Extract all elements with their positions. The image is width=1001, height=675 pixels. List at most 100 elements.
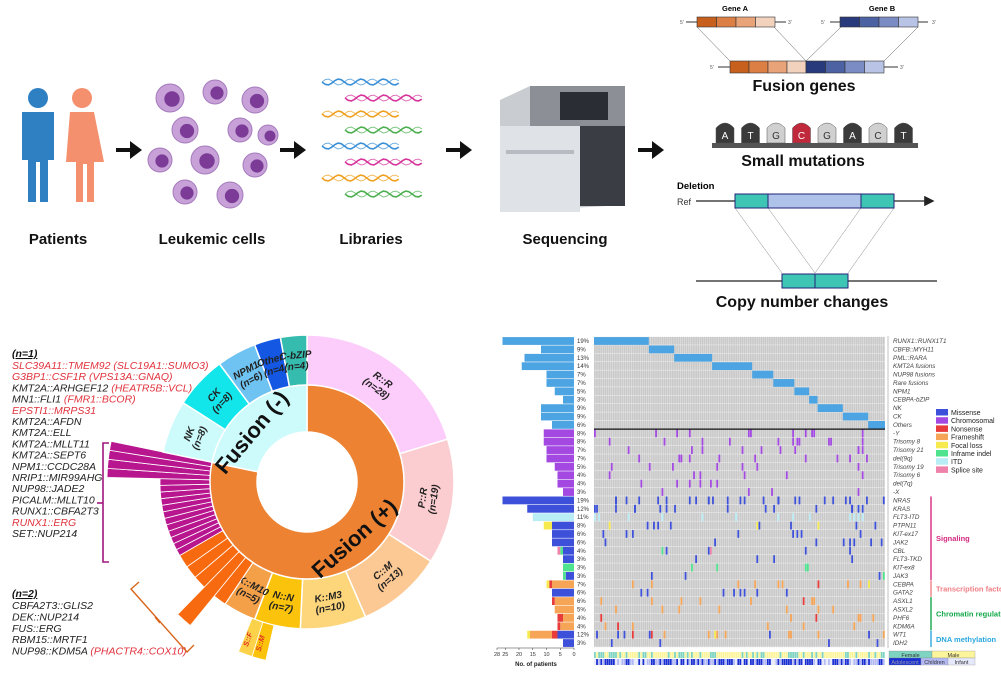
patient-count-bar: [563, 546, 574, 555]
alteration-cell: [874, 521, 877, 530]
sex-annotation-cell: [857, 652, 860, 658]
fusion-list-item: RUNX1::CBFA2T3: [12, 506, 99, 518]
patient-count-bar: [521, 362, 574, 371]
sex-annotation-cell: [859, 652, 862, 658]
alteration-cell: [747, 429, 750, 438]
alteration-cell: [638, 454, 641, 463]
patient-count-bar: [527, 630, 530, 639]
alteration-cell: [699, 597, 702, 605]
sex-annotation-cell: [693, 652, 695, 658]
alteration-cell: [794, 496, 797, 505]
fusion-cell: [674, 353, 713, 362]
age-annotation-cell: [739, 659, 742, 665]
row-percent: 12%: [577, 507, 590, 513]
cell-icon: [202, 79, 228, 105]
segment-name: P::R: [417, 486, 431, 509]
fusion-list-item: DEK::NUP214: [12, 611, 79, 623]
age-annotation-cell: [665, 659, 668, 665]
row-label: NUP98 fusions: [893, 372, 936, 379]
age-annotation-cell: [631, 659, 634, 665]
age-annotation-cell: [806, 659, 809, 665]
alteration-cell: [596, 504, 598, 513]
sex-annotation-cell: [872, 652, 875, 658]
dna-strand: [344, 94, 423, 102]
cell-icon: [257, 124, 279, 146]
dna-strand: [344, 126, 423, 134]
sex-annotation-cell: [855, 652, 858, 658]
fusion-list-item: KMT2A::AFDN: [12, 416, 82, 428]
age-annotation-cell: [606, 659, 609, 665]
sex-annotation-cell: [655, 652, 657, 658]
alteration-cell: [771, 488, 773, 496]
age-annotation-cell: [598, 659, 601, 665]
fusion-list-item: KMT2A::ARHGEF12 (HEATR5B::VCL): [12, 382, 192, 394]
age-annotation-cell: [785, 659, 788, 665]
nucleotide-block: [817, 122, 837, 144]
fusion-name: EPSTI1::MRPS31: [12, 405, 96, 417]
segment-name: C-bZIP: [279, 349, 312, 363]
patient-count-bar: [557, 622, 561, 631]
alteration-cell: [657, 496, 660, 505]
alteration-cell: [661, 513, 664, 522]
alteration-cell: [640, 588, 643, 597]
alteration-cell: [817, 630, 820, 639]
category-label: DNA methylation: [936, 635, 997, 644]
age-annotation-cell: [663, 659, 666, 665]
alteration-cell: [615, 496, 617, 505]
sex-annotation-cell: [828, 652, 830, 658]
alteration-cell: [615, 605, 617, 614]
sex-annotation-cell: [699, 652, 702, 658]
patient-count-bar: [565, 572, 574, 580]
alteration-cell: [861, 446, 864, 454]
age-annotation-cell: [617, 659, 619, 665]
age-annotation-cell: [842, 659, 845, 665]
alteration-cell: [756, 555, 759, 564]
rare-fusion-list: (n=1)SLC39A11::TMEM92 (SLC19A1::SUMO3)G3…: [12, 348, 208, 658]
sex-annotation-cell: [876, 652, 879, 658]
alteration-cell: [880, 538, 883, 547]
alteration-cell: [779, 446, 782, 454]
row-percent: 4%: [577, 549, 586, 555]
alteration-cell: [650, 572, 653, 580]
legend-swatch: [936, 417, 948, 424]
alteration-cell: [594, 429, 596, 438]
row-label: KMT2A fusions: [893, 363, 936, 370]
sex-annotation-cell: [697, 652, 700, 658]
age-annotation-cell: [707, 659, 710, 665]
age-annotation-cell: [844, 659, 847, 665]
nucleotide-label: T: [747, 131, 753, 142]
alteration-cell: [678, 605, 681, 614]
alteration-cell: [716, 630, 719, 639]
sex-annotation-cell: [830, 652, 832, 658]
alteration-cell: [688, 429, 691, 438]
row-label: PML::RARA: [893, 355, 927, 362]
alteration-cell: [750, 597, 752, 605]
sex-annotation-cell: [800, 652, 803, 658]
age-annotation-cell: [760, 659, 763, 665]
alteration-cell: [665, 504, 668, 513]
sex-annotation-cell: [724, 652, 727, 658]
alteration-cell: [859, 613, 862, 622]
sex-annotation-cell: [619, 652, 622, 658]
age-legend-swatch: [947, 657, 976, 666]
row-label: CEBPA-bZIP: [893, 397, 930, 404]
alteration-cell: [777, 496, 780, 505]
row-label: CEBPA: [893, 581, 914, 588]
fusion-list-item: KMT2A::MLLT11: [12, 438, 90, 450]
patient-count-bar: [543, 429, 574, 438]
row-percent: 7%: [577, 456, 586, 462]
alteration-cell: [608, 521, 611, 530]
alteration-cell: [724, 630, 727, 639]
age-annotation-cell: [756, 659, 759, 665]
alteration-cell: [851, 504, 854, 513]
row-label: JAK3: [892, 573, 909, 580]
alteration-cell: [623, 630, 626, 639]
age-annotation-cell: [672, 659, 674, 665]
alteration-cell: [739, 496, 742, 505]
row-label: Trisomy 19: [893, 464, 924, 471]
alteration-cell: [709, 546, 712, 555]
stage-patients-label: Patients: [29, 231, 87, 248]
alteration-cell: [853, 538, 856, 547]
age-annotation-cell: [684, 659, 687, 665]
alteration-cell: [868, 580, 870, 589]
